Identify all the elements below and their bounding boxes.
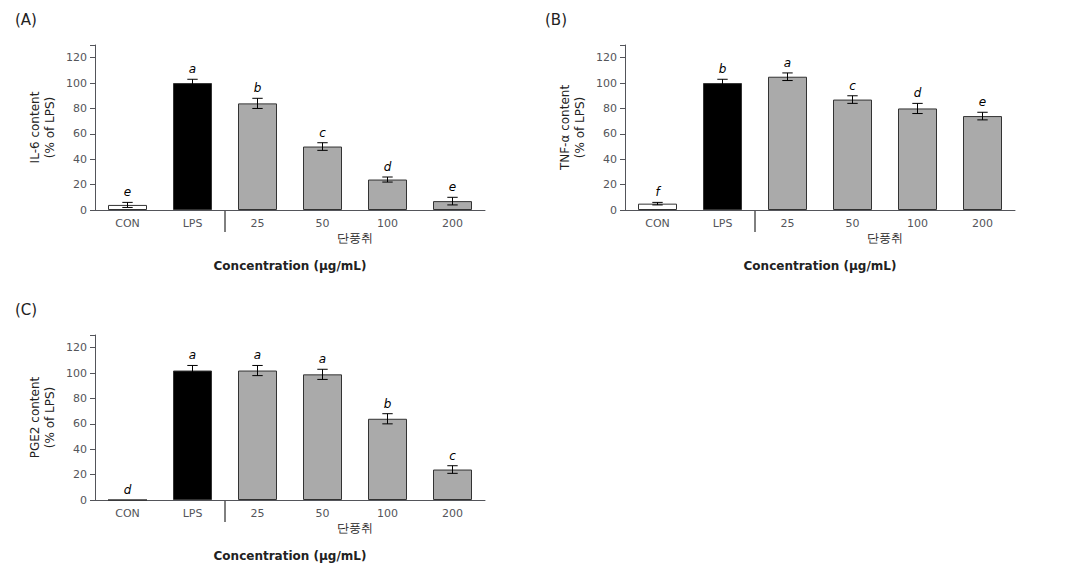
svg-text:c: c bbox=[319, 126, 326, 140]
svg-text:d: d bbox=[384, 160, 392, 174]
svg-text:Concentration (μg/mL): Concentration (μg/mL) bbox=[744, 259, 897, 273]
svg-text:80: 80 bbox=[73, 102, 87, 115]
svg-text:a: a bbox=[189, 62, 196, 76]
svg-text:(% of LPS): (% of LPS) bbox=[43, 387, 57, 449]
svg-text:100: 100 bbox=[66, 367, 87, 380]
svg-text:a: a bbox=[254, 348, 261, 362]
svg-text:f: f bbox=[655, 185, 661, 199]
svg-text:d: d bbox=[124, 483, 132, 497]
svg-text:40: 40 bbox=[603, 153, 617, 166]
svg-text:a: a bbox=[784, 56, 791, 70]
svg-text:50: 50 bbox=[316, 217, 330, 230]
svg-text:Concentration (μg/mL): Concentration (μg/mL) bbox=[214, 549, 367, 563]
svg-text:50: 50 bbox=[316, 507, 330, 520]
svg-text:단풍취: 단풍취 bbox=[337, 231, 373, 245]
svg-text:200: 200 bbox=[972, 217, 993, 230]
svg-text:(B): (B) bbox=[545, 11, 567, 29]
svg-text:(C): (C) bbox=[15, 301, 37, 319]
svg-text:100: 100 bbox=[377, 507, 398, 520]
svg-text:25: 25 bbox=[251, 217, 265, 230]
svg-text:25: 25 bbox=[781, 217, 795, 230]
svg-text:단풍취: 단풍취 bbox=[337, 521, 373, 535]
svg-text:단풍취: 단풍취 bbox=[867, 231, 903, 245]
svg-text:80: 80 bbox=[73, 392, 87, 405]
svg-text:100: 100 bbox=[596, 77, 617, 90]
svg-text:100: 100 bbox=[66, 77, 87, 90]
svg-text:a: a bbox=[319, 352, 326, 366]
svg-text:60: 60 bbox=[73, 417, 87, 430]
svg-text:e: e bbox=[124, 185, 131, 199]
svg-text:b: b bbox=[254, 81, 262, 95]
svg-text:LPS: LPS bbox=[713, 217, 733, 230]
svg-text:0: 0 bbox=[80, 204, 87, 217]
svg-text:CON: CON bbox=[115, 217, 140, 230]
svg-text:Concentration (μg/mL): Concentration (μg/mL) bbox=[214, 259, 367, 273]
svg-text:CON: CON bbox=[115, 507, 140, 520]
svg-text:40: 40 bbox=[73, 153, 87, 166]
svg-text:25: 25 bbox=[251, 507, 265, 520]
svg-text:100: 100 bbox=[907, 217, 928, 230]
svg-text:(% of LPS): (% of LPS) bbox=[43, 97, 57, 159]
svg-text:e: e bbox=[979, 95, 986, 109]
svg-text:200: 200 bbox=[442, 217, 463, 230]
svg-text:b: b bbox=[719, 62, 727, 76]
svg-text:200: 200 bbox=[442, 507, 463, 520]
svg-text:b: b bbox=[384, 397, 392, 411]
svg-text:IL-6 content: IL-6 content bbox=[28, 91, 42, 163]
svg-text:TNF-α content: TNF-α content bbox=[558, 85, 572, 172]
svg-text:(A): (A) bbox=[15, 11, 37, 29]
svg-text:CON: CON bbox=[645, 217, 670, 230]
svg-text:120: 120 bbox=[66, 341, 87, 354]
svg-text:40: 40 bbox=[73, 443, 87, 456]
svg-text:(% of LPS): (% of LPS) bbox=[573, 97, 587, 159]
svg-text:20: 20 bbox=[603, 178, 617, 191]
svg-text:80: 80 bbox=[603, 102, 617, 115]
svg-text:e: e bbox=[449, 180, 456, 194]
svg-text:100: 100 bbox=[377, 217, 398, 230]
svg-text:20: 20 bbox=[73, 468, 87, 481]
svg-text:60: 60 bbox=[603, 127, 617, 140]
svg-text:LPS: LPS bbox=[183, 507, 203, 520]
svg-text:0: 0 bbox=[610, 204, 617, 217]
svg-text:a: a bbox=[189, 348, 196, 362]
svg-text:c: c bbox=[449, 449, 456, 463]
svg-text:60: 60 bbox=[73, 127, 87, 140]
svg-text:LPS: LPS bbox=[183, 217, 203, 230]
svg-text:20: 20 bbox=[73, 178, 87, 191]
svg-text:120: 120 bbox=[66, 51, 87, 64]
svg-text:c: c bbox=[849, 79, 856, 93]
svg-text:50: 50 bbox=[846, 217, 860, 230]
svg-text:d: d bbox=[914, 86, 922, 100]
svg-text:0: 0 bbox=[80, 494, 87, 507]
svg-text:120: 120 bbox=[596, 51, 617, 64]
svg-text:PGE2 content: PGE2 content bbox=[28, 376, 42, 458]
